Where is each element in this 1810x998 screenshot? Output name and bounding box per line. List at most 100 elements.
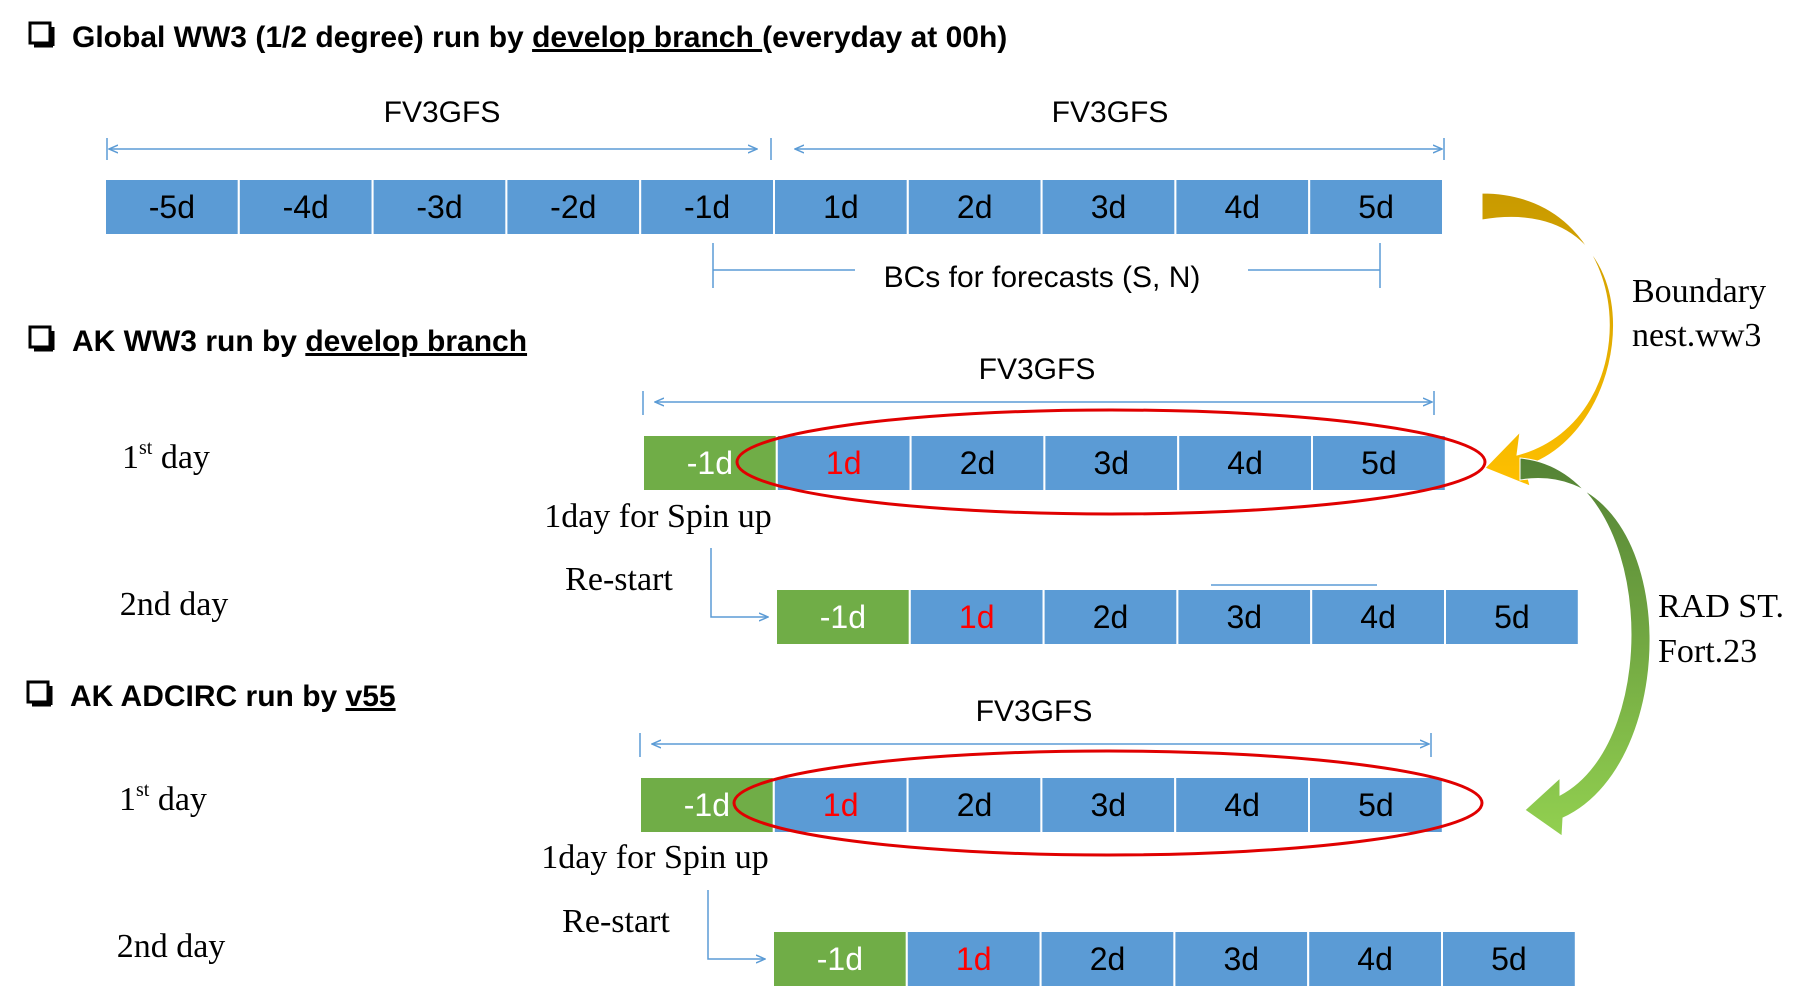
timeline-cell-label: 4d [1360,599,1396,635]
timeline-cell [505,178,642,236]
rad-st-transfer-arrow [1519,457,1651,837]
timeline-cell-label: 2d [957,189,993,225]
timeline-cell-label: 4d [1224,787,1260,823]
timeline-cell-label: 2d [960,445,996,481]
timeline-cell-label: -1d [820,599,866,635]
day1-label: 1st day [119,779,207,818]
timeline-cell [1042,588,1179,646]
timeline-cell-label: 1d [956,941,992,977]
timeline-cell [773,178,909,236]
forecast-highlight-ellipse [735,408,1487,516]
timeline-cell-label: 2d [1093,599,1129,635]
section-ak-ww3: AK WW3 run by develop branch FV3GFS 1st … [28,325,1580,646]
restart-connector [710,548,768,617]
boundary-label-line1: Boundary [1632,273,1766,310]
timeline-cell-label: -1d [684,787,730,823]
timeline-cell-label: 1d [823,787,859,823]
timeline-cell [1307,930,1443,988]
timeline-cell-label: 5d [1358,189,1394,225]
day1-label: 1st day [122,437,210,476]
restart-label: Re-start [562,903,670,940]
checkbox-icon [28,21,55,48]
day2-label: 2nd day [117,928,226,965]
timeline-cell-label: 3d [1227,599,1263,635]
timeline-cell-label: 4d [1227,445,1263,481]
rad-label-line1: RAD ST. [1658,588,1784,625]
timeline-cell [104,178,240,236]
timeline-cell-label: 2d [1090,941,1126,977]
section-title-ak-ww3: AK WW3 run by develop branch [72,325,527,358]
checkbox-icon [28,325,55,352]
timeline-cell [909,434,1046,492]
timeline-cell-label: -5d [149,189,195,225]
rad-label-line2: Fort.23 [1658,633,1757,670]
spin-up-label: 1day for Spin up [541,839,769,876]
timeline-cell [906,776,1043,834]
timeline-cell-label: -1d [687,445,733,481]
timeline-cell [1311,434,1447,492]
timeline-cell-label: -3d [416,189,462,225]
span-label-ak-ww3: FV3GFS [979,353,1096,386]
timeline-cell [772,776,909,834]
timeline-cell-label: 4d [1225,189,1261,225]
timeline-cell-label: 1d [823,189,859,225]
timeline-cell-label: -1d [817,941,863,977]
timeline-cell [371,178,508,236]
boundary-transfer-arrow [1481,192,1614,487]
timeline-cell-label: 5d [1361,445,1397,481]
section-ak-adcirc: AK ADCIRC run by v55 FV3GFS 1st day -1d 1… [26,680,1577,988]
timeline-cell-label: 4d [1357,941,1393,977]
timeline-cell [1441,930,1577,988]
timeline-cell-label: -2d [550,189,596,225]
checkbox-icon [26,680,53,707]
section-global: Global WW3 (1/2 degree) run by develop b… [28,21,1445,294]
section-title-ak-adcirc: AK ADCIRC run by v55 [70,680,396,713]
timeline-cell-label: 3d [1091,787,1127,823]
bcs-label: BCs for forecasts (S, N) [884,261,1201,294]
timeline-cell-label: 1d [826,445,862,481]
timeline-row-ak-ww3-day1: -1d 1d 2d 3d 4d 5d [642,434,1447,492]
timeline-cell [1043,434,1180,492]
timeline-cell-label: -4d [283,189,329,225]
timeline-cell-label: 5d [1494,599,1530,635]
timeline-row-ak-ww3-day2: -1d 1d 2d 3d 4d 5d [775,588,1580,646]
timeline-cell-label: 2d [957,787,993,823]
forecast-highlight-ellipse [732,749,1484,857]
timeline-cell [1174,776,1310,834]
timeline-row-global: -5d -4d -3d -2d -1d 1d 2d 3d 4d 5d [104,178,1444,236]
timeline-cell [775,588,911,646]
timeline-cell-label: 1d [959,599,995,635]
timeline-cell-label: 5d [1358,787,1394,823]
section-title-global: Global WW3 (1/2 degree) run by develop b… [72,21,1007,54]
timeline-cell-label: -1d [684,189,730,225]
timeline-cell [772,930,908,988]
restart-label: Re-start [565,561,673,598]
day2-label: 2nd day [120,586,229,623]
span-label-ak-adcirc: FV3GFS [976,695,1093,728]
span-label-analysis: FV3GFS [384,96,501,129]
timeline-cell [1308,178,1444,236]
timeline-cell-label: 3d [1094,445,1130,481]
timeline-cell [1308,776,1444,834]
timeline-cell [1177,434,1313,492]
timeline-cell [639,178,776,236]
timeline-cell-label: 5d [1491,941,1527,977]
timeline-cell [639,776,775,834]
timeline-cell [1176,588,1313,646]
timeline-row-ak-adcirc-day1: -1d 1d 2d 3d 4d 5d [639,776,1444,834]
timeline-cell [1310,588,1446,646]
restart-connector [707,890,765,959]
boundary-label-line2: nest.ww3 [1632,317,1761,354]
timeline-cell [1173,930,1310,988]
timeline-row-ak-adcirc-day2: -1d 1d 2d 3d 4d 5d [772,930,1577,988]
timeline-cell-label: 3d [1224,941,1260,977]
timeline-cell [1174,178,1311,236]
timeline-cell [905,930,1042,988]
spin-up-label: 1day for Spin up [544,498,772,535]
timeline-cell [237,178,374,236]
timeline-cell [1444,588,1580,646]
span-label-forecast: FV3GFS [1052,96,1169,129]
timeline-cell [642,434,778,492]
timeline-cell [1039,930,1176,988]
